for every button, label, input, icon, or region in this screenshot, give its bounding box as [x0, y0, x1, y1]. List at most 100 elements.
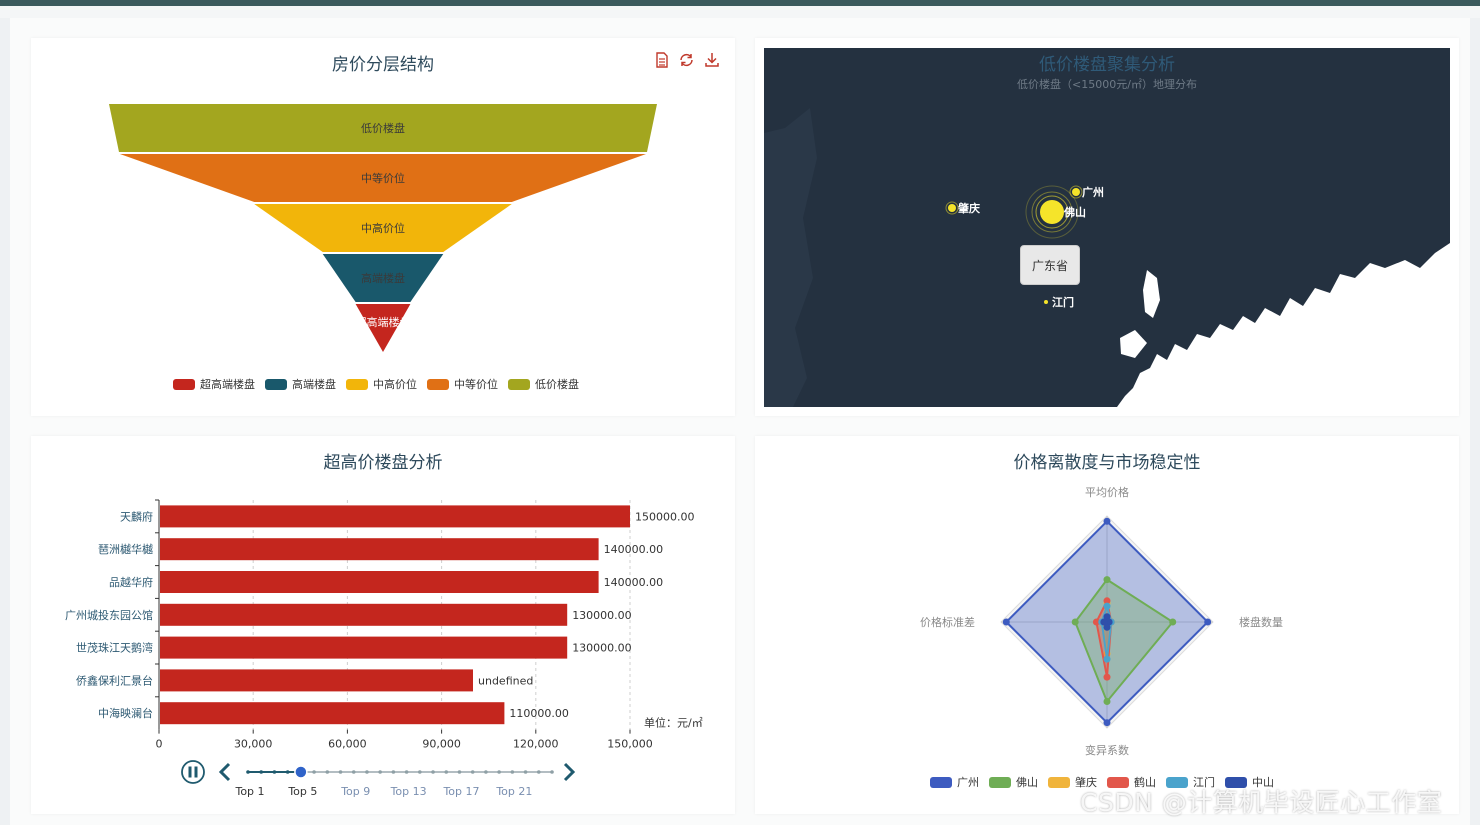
funnel-title: 房价分层结构 — [332, 55, 434, 75]
map-subtitle: 低价楼盘（<15000元/㎡）地理分布 — [1017, 78, 1197, 91]
legend-item[interactable]: 超高端楼盘 — [173, 376, 255, 392]
legend-item[interactable]: 江门 — [1166, 774, 1215, 790]
bar-chart: 0 30,000 60,000 90,000 120,000 150,000 天麟府 1500… — [65, 499, 703, 751]
timeline-node — [325, 770, 330, 774]
radar-point — [1169, 618, 1177, 626]
legend-label: 肇庆 — [1075, 776, 1097, 789]
legend-item[interactable]: 高端楼盘 — [265, 376, 336, 392]
timeline-node — [351, 770, 356, 774]
radar-point — [1103, 517, 1111, 525]
legend-label: 超高端楼盘 — [200, 378, 255, 391]
legend-swatch — [989, 776, 1011, 788]
data-label: undefined — [478, 674, 533, 687]
funnel-label: 中等价位 — [361, 171, 405, 185]
radar-point — [1092, 618, 1100, 626]
legend-label: 广州 — [957, 776, 979, 789]
map-city-label: 江门 — [1052, 295, 1074, 309]
y-category-label: 品越华府 — [109, 575, 153, 589]
legend-swatch — [1166, 776, 1188, 788]
map-city-label: 广州 — [1082, 185, 1104, 199]
bar-title: 超高价楼盘分析 — [323, 453, 443, 473]
data-label: 110000.00 — [509, 707, 569, 720]
legend-swatch — [265, 378, 287, 390]
radar-point — [1071, 618, 1079, 626]
y-category-label: 中海映澜台 — [98, 706, 153, 720]
timeline-node — [285, 770, 290, 774]
bar — [160, 702, 505, 725]
map-sea — [1117, 243, 1450, 407]
timeline-node — [536, 770, 541, 774]
legend-item[interactable]: 佛山 — [989, 774, 1038, 790]
map-ripple — [1035, 195, 1069, 229]
pause-button — [181, 760, 205, 784]
refresh-icon[interactable] — [678, 52, 695, 72]
legend-label: 中山 — [1252, 776, 1274, 789]
timeline-node — [550, 770, 554, 774]
top-bar — [0, 0, 1480, 6]
timeline-node — [259, 770, 264, 774]
timeline-node — [391, 770, 396, 774]
map-island — [1120, 330, 1147, 358]
radar-point — [1103, 698, 1111, 705]
x-tick-label: 90,000 — [422, 738, 461, 751]
x-tick-label: 60,000 — [328, 738, 367, 751]
legend-swatch — [346, 378, 368, 390]
legend-item[interactable]: 低价楼盘 — [508, 376, 579, 392]
map-point — [1072, 188, 1080, 196]
map-city-label: 肇庆 — [957, 201, 980, 215]
timeline-node — [246, 770, 250, 774]
timeline-node — [431, 770, 435, 774]
timeline-label: Top 17 — [442, 785, 479, 798]
bar — [160, 538, 599, 561]
y-category-label: 琶洲樾华樾 — [98, 542, 153, 556]
legend-swatch — [1107, 776, 1129, 788]
radar-point — [1103, 613, 1111, 621]
radar-point — [1105, 618, 1113, 626]
legend-swatch — [173, 378, 195, 390]
legend-item[interactable]: 中山 — [1225, 774, 1274, 790]
legend-item[interactable]: 肇庆 — [1048, 774, 1097, 790]
funnel-label: 低价楼盘 — [361, 121, 405, 135]
map-ripple — [1069, 185, 1083, 199]
timeline-node — [404, 770, 409, 774]
timeline-label: Top 21 — [495, 785, 532, 798]
legend-item[interactable]: 鹤山 — [1107, 774, 1156, 790]
funnel-label: 高端楼盘 — [361, 271, 405, 285]
data-label: 150000.00 — [635, 510, 695, 523]
radar-point — [1204, 618, 1212, 626]
legend-item[interactable]: 中高价位 — [346, 376, 417, 392]
map-tooltip: 广东省 — [1020, 245, 1080, 285]
legend-swatch — [930, 776, 952, 788]
timeline-node — [497, 770, 501, 774]
y-category-label: 侨鑫保利汇景台 — [76, 673, 153, 687]
timeline-node — [378, 770, 382, 774]
funnel-label: 中高价位 — [361, 221, 405, 235]
legend-swatch — [1048, 776, 1070, 788]
map-land-left — [764, 108, 817, 407]
funnel-segment — [254, 204, 512, 252]
legend-swatch — [508, 378, 530, 390]
radar-point — [1103, 623, 1111, 631]
map-ripple — [1025, 185, 1079, 239]
map-panel: 广州 佛山 肇庆 江门 低价楼盘聚集分析 低价楼盘（<15000元/㎡）地理分布 广东… — [755, 38, 1459, 416]
funnel-segment — [355, 304, 411, 352]
map-estuary — [1143, 270, 1160, 318]
download-icon[interactable] — [704, 52, 720, 72]
radar-title: 价格离散度与市场稳定性 — [1013, 453, 1201, 473]
timeline-label: Top 13 — [390, 785, 427, 798]
legend-item[interactable]: 广州 — [930, 774, 979, 790]
timeline[interactable]: Top 1 Top 5 Top 9 Top 13 Top 17 Top 21 — [31, 754, 735, 814]
legend-item[interactable]: 中等价位 — [427, 376, 498, 392]
y-category-label: 天麟府 — [120, 509, 153, 523]
map-point — [1040, 200, 1064, 224]
map-title: 低价楼盘聚集分析 — [1039, 55, 1175, 75]
data-label: 130000.00 — [572, 642, 632, 655]
data-view-icon[interactable] — [655, 52, 669, 72]
radar-point — [1103, 719, 1111, 727]
x-tick-label: 0 — [156, 738, 163, 751]
legend-label: 中等价位 — [454, 378, 498, 391]
unit-label: 单位：元/㎡ — [644, 716, 703, 730]
x-tick-label: 150,000 — [607, 738, 653, 751]
